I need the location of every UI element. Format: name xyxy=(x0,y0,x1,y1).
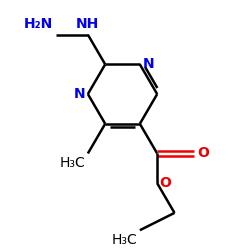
Text: NH: NH xyxy=(76,17,100,31)
Text: O: O xyxy=(197,146,209,160)
Text: N: N xyxy=(142,57,154,71)
Text: H₃C: H₃C xyxy=(112,233,138,247)
Text: O: O xyxy=(160,176,172,190)
Text: H₂N: H₂N xyxy=(24,17,53,31)
Text: N: N xyxy=(74,87,86,101)
Text: H₃C: H₃C xyxy=(60,156,86,170)
